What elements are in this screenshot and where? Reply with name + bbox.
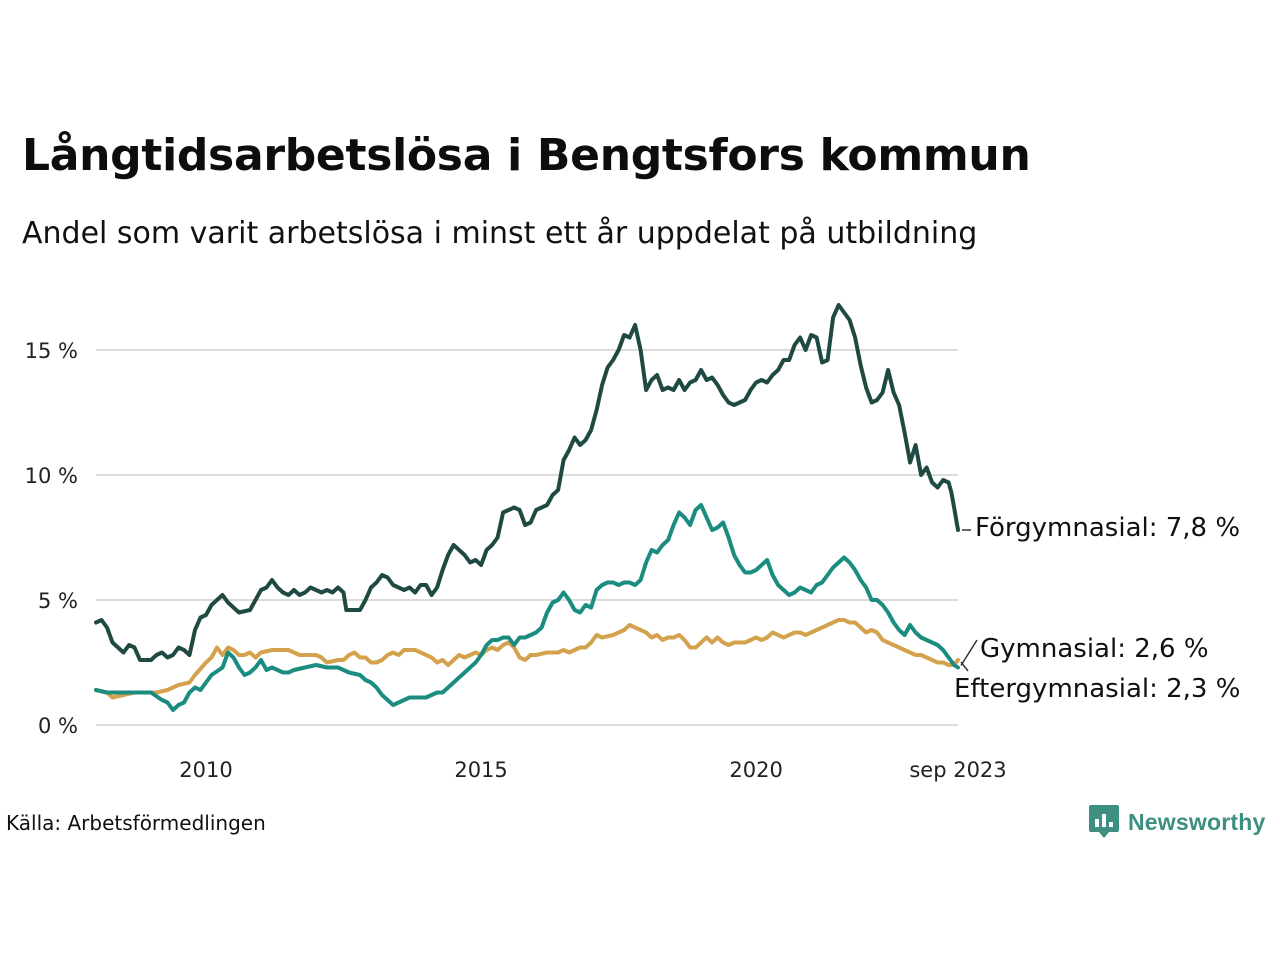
label-leader (960, 661, 969, 672)
series-line-förgymnasial (94, 303, 960, 662)
series-end-label: Förgymnasial: 7,8 % (975, 513, 1240, 543)
source-note: Källa: Arbetsförmedlingen (6, 811, 266, 835)
series-end-label: Gymnasial: 2,6 % (980, 634, 1209, 664)
x-tick-label: 2010 (179, 758, 232, 782)
y-tick-label: 10 % (25, 464, 78, 488)
chart-title: Långtidsarbetslösa i Bengtsfors kommun (22, 130, 1031, 181)
y-tick-label: 0 % (38, 714, 78, 738)
x-tick-label: sep 2023 (909, 758, 1006, 782)
series-end-label: Eftergymnasial: 2,3 % (954, 674, 1240, 704)
newsworthy-logo-icon (1089, 805, 1119, 838)
brand-name: Newsworthy (1128, 808, 1266, 835)
chart-subtitle: Andel som varit arbetslösa i minst ett å… (22, 216, 978, 251)
newsworthy-brand[interactable]: Newsworthy (1088, 803, 1265, 841)
x-tick-label: 2020 (729, 758, 782, 782)
series-line-gymnasial (94, 503, 960, 712)
y-tick-label: 15 % (25, 339, 78, 363)
label-leader (960, 639, 978, 666)
series-line-eftergymnasial (94, 618, 960, 700)
x-tick-label: 2015 (454, 758, 507, 782)
y-tick-label: 5 % (38, 589, 78, 613)
